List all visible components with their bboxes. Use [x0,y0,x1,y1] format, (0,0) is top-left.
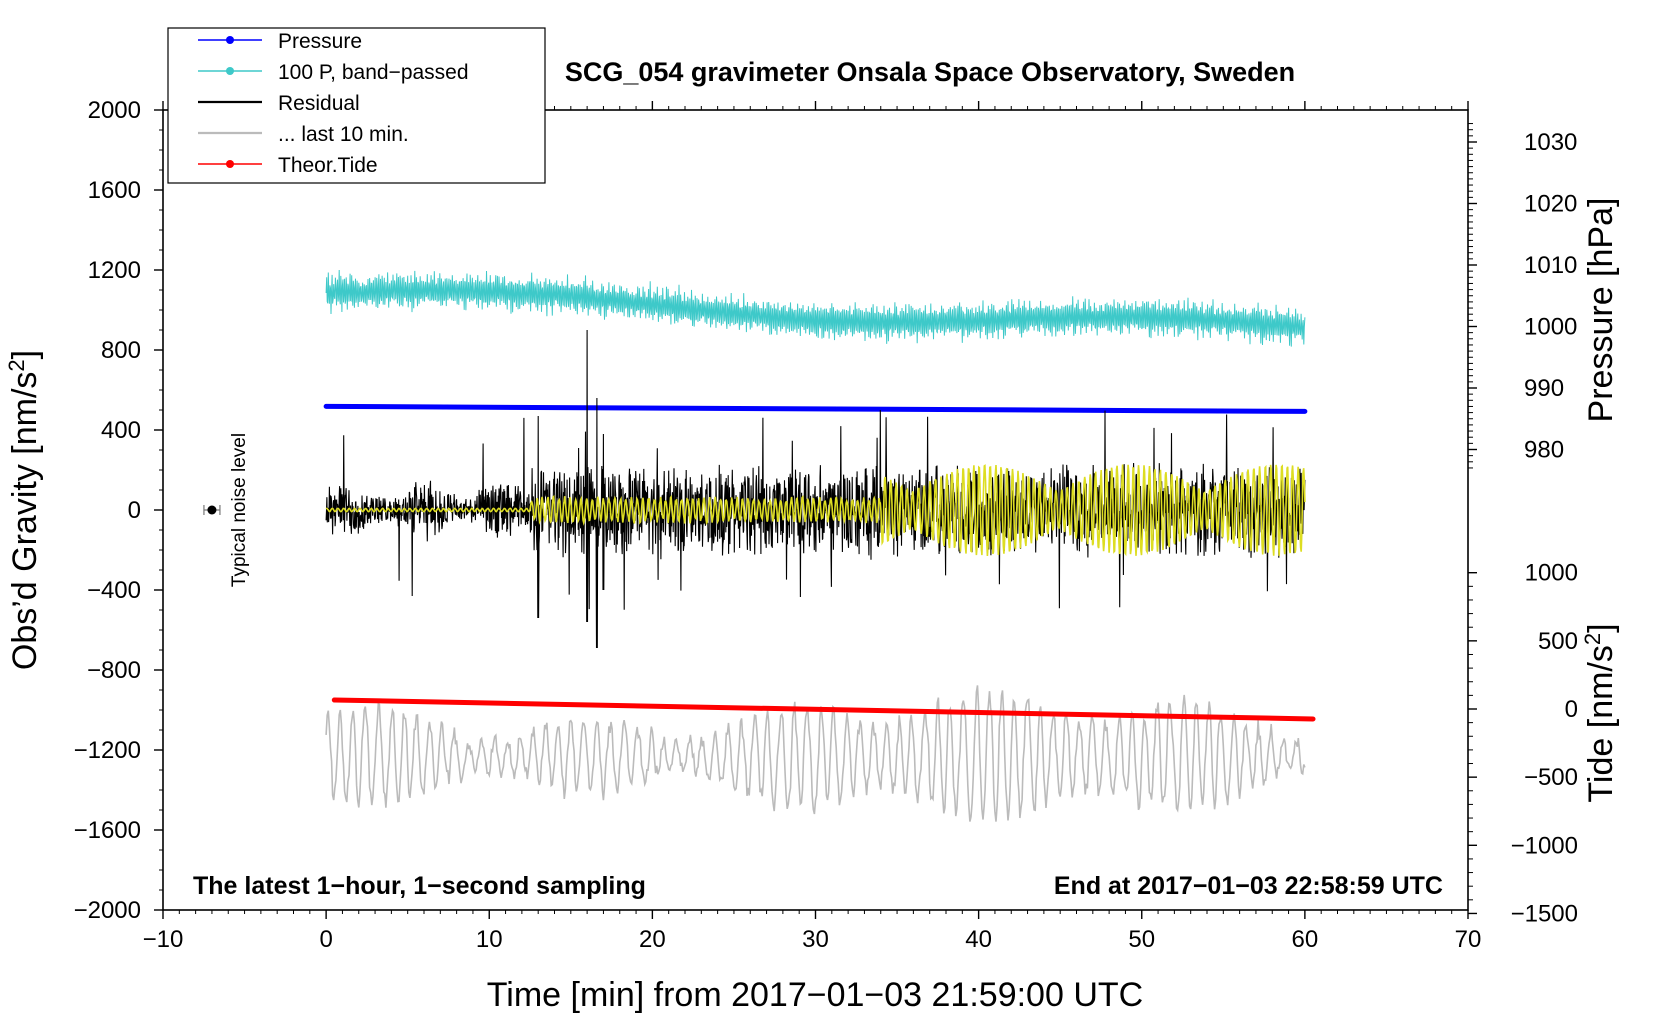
tide-tick-label: 1000 [1525,560,1578,587]
pressure-tick-label: 990 [1524,375,1564,402]
y-left-axis-ticks: 2000 1600 1200 800 400 0 −400 −800 −1200 −1600 −20… [74,97,163,924]
x-tick-label: 70 [1455,926,1482,953]
tide-tick-label: −1500 [1511,900,1578,927]
noise-dot [207,505,217,515]
x-tick-label: 10 [476,926,503,953]
note-end-time: End at 2017−01−03 22:58:59 UTC [1054,872,1443,900]
x-tick-label: 50 [1128,926,1155,953]
y-tick-label: 0 [128,497,141,524]
y-tick-label: −1600 [74,817,141,844]
y-left-axis-label-close: ] [6,350,44,359]
series-yellow-filtered [325,464,1306,557]
minor-ticks [159,106,1453,914]
pressure-axis-ticks: 1030 1020 1010 1000 990 980 [1468,123,1577,469]
tide-tick-label: −500 [1524,764,1578,791]
y-tick-label: −1200 [74,737,141,764]
y-tick-label: 1200 [88,257,141,284]
tide-axis-label-close: ] [1582,623,1620,632]
legend-label: ... last 10 min. [278,123,409,146]
chart-title: SCG_054 gravimeter Onsala Space Observat… [565,57,1295,87]
pressure-axis-label: Pressure [hPa] [1582,198,1620,423]
note-sampling: The latest 1−hour, 1−second sampling [193,872,646,900]
series-band-passed-pressure [325,269,1306,347]
x-tick-label: −10 [143,926,184,953]
series-gray-oscillation [325,685,1306,822]
noise-level-label: Typical noise level [229,433,250,587]
y-left-axis-label-text: Obs’d Gravity [nm/s [6,372,44,671]
series-layer [323,269,1316,822]
tide-tick-label: 500 [1538,628,1578,655]
y-tick-label: 2000 [88,97,141,124]
x-axis-label: Time [min] from 2017−01−03 21:59:00 UTC [487,976,1143,1014]
legend-swatch-marker [226,36,234,44]
tide-axis-label-text: Tide [nm/s [1582,645,1620,802]
legend-label: Residual [278,92,360,115]
tide-axis-label-exponent: 2 [1580,633,1605,645]
pressure-tick-label: 1030 [1524,129,1577,156]
legend-label: 100 P, band−passed [278,61,469,84]
pressure-tick-label: 1020 [1524,191,1577,218]
noise-level-marker [203,505,221,515]
x-tick-label: 30 [802,926,829,953]
pressure-tick-label: 980 [1524,437,1564,464]
y-tick-label: −2000 [74,897,141,924]
y-left-axis-label: Obs’d Gravity [nm/s2] [4,350,45,670]
legend-label: Theor.Tide [278,154,378,177]
y-tick-label: 1600 [88,177,141,204]
series-pressure [323,403,1308,414]
y-tick-label: 800 [101,337,141,364]
legend-label: Pressure [278,30,362,53]
y-tick-label: 400 [101,417,141,444]
legend-swatch-marker [226,67,234,75]
series-theoretical-tide [331,697,1316,722]
x-tick-label: 0 [319,926,332,953]
tide-tick-label: −1000 [1511,832,1578,859]
x-tick-label: 60 [1292,926,1319,953]
y-tick-label: −800 [87,657,141,684]
tide-axis-ticks: 1000 500 0 −500 −1000 −1500 [1468,560,1578,927]
legend-box [167,27,546,184]
pressure-tick-label: 1000 [1524,314,1577,341]
legend: Pressure 100 P, band−passed Residual ... la… [167,27,546,184]
y-tick-label: −400 [87,577,141,604]
legend-swatch-marker [226,160,234,168]
x-tick-label: 20 [639,926,666,953]
tide-tick-label: 0 [1565,696,1578,723]
x-tick-label: 40 [965,926,992,953]
y-left-axis-label-exponent: 2 [4,359,29,371]
x-axis-ticks: −10 0 10 20 30 40 50 60 70 [143,101,1482,953]
tide-axis-label: Tide [nm/s2] [1580,623,1621,802]
pressure-tick-label: 1010 [1524,252,1577,279]
